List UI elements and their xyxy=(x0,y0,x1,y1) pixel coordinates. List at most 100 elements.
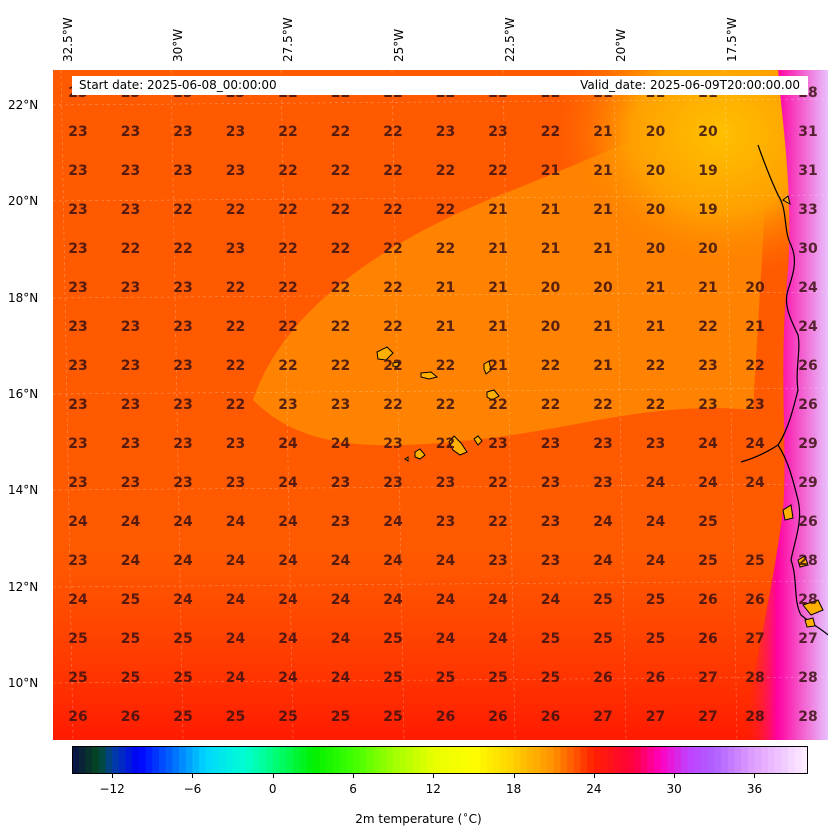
colorbar-segment xyxy=(607,746,615,774)
temperature-value: 27 xyxy=(593,709,612,725)
temperature-value: 23 xyxy=(173,319,192,335)
temperature-value: 22 xyxy=(331,163,350,179)
colorbar-tick-label: 30 xyxy=(666,782,682,796)
temperature-value: 22 xyxy=(331,124,350,140)
temperature-value: 26 xyxy=(798,358,817,374)
temperature-value: 23 xyxy=(173,436,192,452)
colorbar-segment xyxy=(406,746,414,774)
temperature-value: 24 xyxy=(646,514,666,530)
temperature-value: 23 xyxy=(68,202,87,218)
temperature-value: 21 xyxy=(541,163,560,179)
temperature-value: 25 xyxy=(121,592,140,608)
colorbar xyxy=(72,746,809,774)
temperature-value: 24 xyxy=(226,631,246,647)
colorbar-tick-label: 24 xyxy=(586,782,602,796)
colorbar-segment xyxy=(138,746,147,774)
temperature-value: 21 xyxy=(541,241,560,257)
temperature-value: 24 xyxy=(68,514,88,530)
colorbar-tick-mark xyxy=(353,774,355,778)
temperature-value: 24 xyxy=(278,670,298,686)
temperature-value: 28 xyxy=(798,709,817,725)
temperature-value: 21 xyxy=(593,163,612,179)
colorbar-segment xyxy=(520,746,528,774)
lon-label: 17.5°W xyxy=(725,17,739,62)
colorbar-segment xyxy=(480,746,488,774)
temperature-value: 23 xyxy=(121,280,140,296)
colorbar-segment xyxy=(486,746,495,774)
colorbar-tick-label: −12 xyxy=(99,782,125,796)
temperature-value: 20 xyxy=(541,319,561,335)
temperature-value: 25 xyxy=(173,631,192,647)
temperature-value: 21 xyxy=(541,202,560,218)
colorbar-segment xyxy=(674,746,682,774)
temperature-value: 23 xyxy=(541,553,560,569)
colorbar-segment xyxy=(466,746,475,774)
temperature-value: 24 xyxy=(331,436,351,452)
temperature-value: 23 xyxy=(436,124,455,140)
temperature-value: 22 xyxy=(331,241,350,257)
temperature-value: 23 xyxy=(121,436,140,452)
temperature-value: 24 xyxy=(278,592,298,608)
temperature-value: 26 xyxy=(488,709,507,725)
colorbar-tick-mark xyxy=(192,774,194,778)
start-date-label: Start date: 2025-06-08_00:00:00 xyxy=(79,78,277,92)
temperature-value: 23 xyxy=(226,475,245,491)
temperature-value: 22 xyxy=(646,358,665,374)
meridian-line xyxy=(280,70,294,740)
colorbar-segment xyxy=(112,746,120,774)
colorbar-segment xyxy=(787,746,796,774)
colorbar-segment xyxy=(620,746,628,774)
temperature-value: 23 xyxy=(488,553,507,569)
temperature-value: 27 xyxy=(698,709,717,725)
lat-label: 10°N xyxy=(8,676,39,690)
temperature-value: 22 xyxy=(488,514,507,530)
temperature-value: 22 xyxy=(383,163,402,179)
colorbar-segment xyxy=(199,746,207,774)
temperature-value: 23 xyxy=(173,280,192,296)
temperature-value: 24 xyxy=(593,553,613,569)
temperature-value: 22 xyxy=(436,436,455,452)
colorbar-segment xyxy=(727,746,735,774)
meridian-line xyxy=(170,70,184,740)
colorbar-segment xyxy=(694,746,702,774)
temperature-value: 24 xyxy=(436,631,456,647)
temperature-value: 24 xyxy=(646,553,666,569)
temperature-value: 24 xyxy=(278,553,298,569)
temperature-value: 23 xyxy=(436,475,455,491)
colorbar-segment xyxy=(125,746,133,774)
temperature-value: 20 xyxy=(593,280,613,296)
colorbar-tick-label: 0 xyxy=(268,782,277,796)
temperature-value: 23 xyxy=(173,124,192,140)
colorbar-segment xyxy=(105,746,113,774)
colorbar-segment xyxy=(118,746,127,774)
colorbar-segment xyxy=(754,746,762,774)
colorbar-segment xyxy=(540,746,548,774)
temperature-value: 25 xyxy=(541,670,560,686)
colorbar-segment xyxy=(292,746,301,774)
temperature-value: 22 xyxy=(383,280,402,296)
temperature-value: 27 xyxy=(646,709,665,725)
colorbar-segment xyxy=(326,746,334,774)
temperature-value: 26 xyxy=(68,709,87,725)
temperature-map: 23 23 23 23 22 22 22 22 22 22 21 21 21 28 23 23 23 23 22 22… xyxy=(53,70,828,740)
temperature-value: 25 xyxy=(121,631,140,647)
colorbar-segment xyxy=(353,746,361,774)
temperature-value: 22 xyxy=(436,397,455,413)
temperature-value: 24 xyxy=(798,319,818,335)
colorbar-segment xyxy=(593,746,602,774)
colorbar-segment xyxy=(419,746,428,774)
temperature-value: 22 xyxy=(383,319,402,335)
temperature-value: 25 xyxy=(173,670,192,686)
colorbar-segment xyxy=(761,746,769,774)
temperature-value: 23 xyxy=(121,202,140,218)
temperature-value: 25 xyxy=(331,709,350,725)
colorbar-segment xyxy=(721,746,729,774)
colorbar-tick-label: 6 xyxy=(349,782,357,796)
temperature-value: 23 xyxy=(121,163,140,179)
temperature-value: 29 xyxy=(798,475,817,491)
colorbar-segment xyxy=(219,746,227,774)
temperature-value: 23 xyxy=(541,436,560,452)
colorbar-segment xyxy=(132,746,140,774)
temperature-value: 24 xyxy=(173,553,193,569)
meridian-line xyxy=(502,70,516,740)
